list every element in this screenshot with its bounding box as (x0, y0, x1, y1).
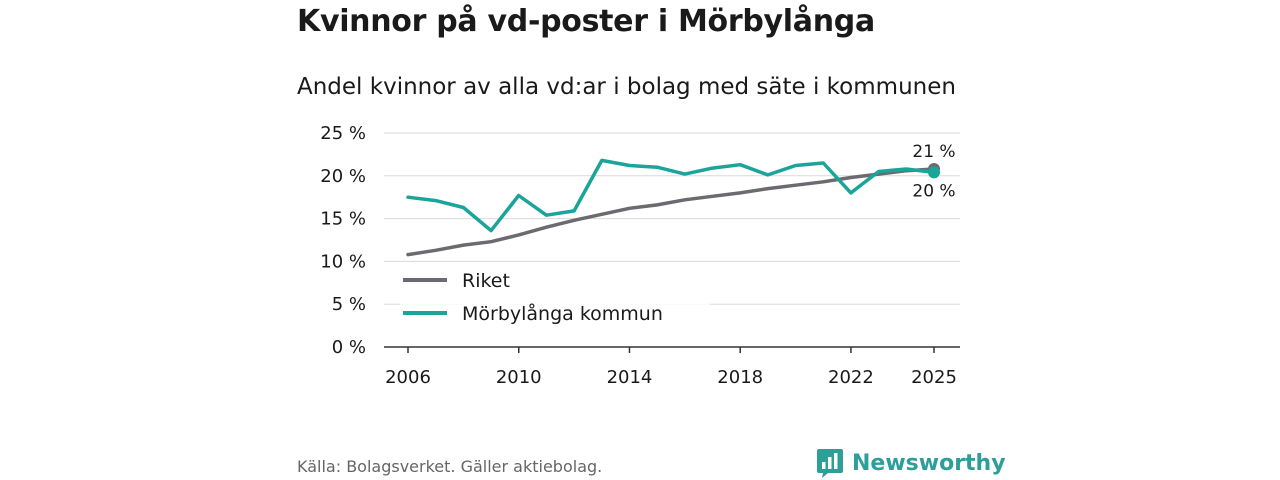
y-tick-label: 25 % (320, 123, 366, 144)
end-label-riket: 21 % (912, 142, 955, 162)
page-title: Kvinnor på vd-poster i Mörbylånga (297, 4, 875, 39)
x-tick-label: 2025 (911, 367, 957, 388)
legend-backdrop (400, 303, 710, 327)
x-tick-label: 2014 (607, 367, 653, 388)
legend-backdrop (400, 270, 710, 294)
y-tick-label: 5 % (332, 294, 366, 315)
bar-chart-logo-icon (817, 449, 843, 478)
source-note: Källa: Bolagsverket. Gäller aktiebolag. (297, 457, 603, 476)
end-point-kommun (928, 166, 940, 179)
x-tick-label: 2006 (385, 367, 431, 388)
y-tick-label: 0 % (332, 337, 366, 358)
y-tick-label: 10 % (320, 251, 366, 272)
line-chart: 0 % 5 % 10 % 15 % 20 % 25 % 2006 2010 2014 2018 20… (320, 123, 960, 388)
x-tick-label: 2018 (717, 367, 763, 388)
series-line-kommun (406, 158, 936, 233)
legend-label-riket: Riket (462, 270, 510, 292)
y-tick-label: 20 % (320, 166, 366, 187)
x-tick-label: 2022 (828, 367, 874, 388)
brand-logo[interactable]: Newsworthy (816, 447, 1006, 479)
y-tick-label: 15 % (320, 209, 366, 230)
x-tick-label: 2010 (496, 367, 542, 388)
legend-label-kommun: Mörbylånga kommun (462, 302, 663, 325)
chart-subtitle: Andel kvinnor av alla vd:ar i bolag med … (297, 74, 956, 100)
end-label-kommun: 20 % (912, 181, 955, 201)
brand-name: Newsworthy (852, 450, 1006, 476)
series-line-riket (406, 167, 936, 257)
